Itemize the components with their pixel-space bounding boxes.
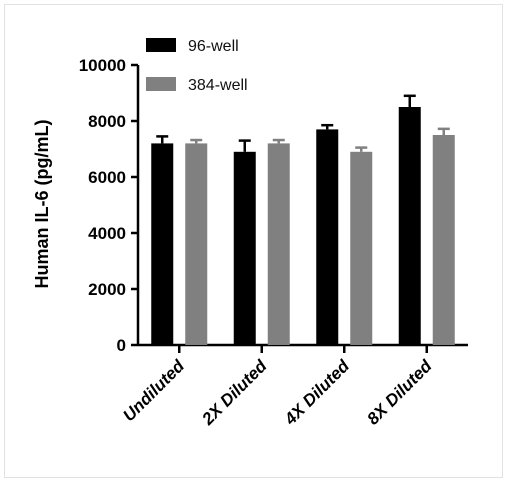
error-bars [156, 94, 450, 152]
x-tick-label: 2X Diluted [198, 356, 271, 429]
y-tick-label: 4000 [88, 224, 126, 243]
bar-series1 [316, 129, 339, 345]
y-tick-label: 8000 [88, 112, 126, 131]
bar-series1 [151, 143, 174, 345]
x-tick-label: 8X Diluted [363, 356, 436, 429]
bar-series2 [267, 143, 290, 345]
legend-label: 384-well [188, 77, 248, 94]
legend-swatch [146, 77, 176, 91]
y-tick-label: 0 [117, 336, 126, 355]
y-tick-label: 2000 [88, 280, 126, 299]
x-tick-labels: Undiluted 2X Diluted 4X Diluted 8X Diluted [119, 345, 436, 429]
bar-series1 [398, 107, 421, 345]
bar-series2 [350, 151, 373, 345]
y-axis-label: Human IL-6 (pg/mL) [32, 120, 52, 289]
x-tick-label: 4X Diluted [280, 356, 353, 429]
y-ticks: 0 2000 4000 6000 8000 10000 [79, 56, 138, 355]
legend-swatch [146, 38, 176, 52]
y-tick-label: 10000 [79, 56, 126, 75]
bars [151, 107, 455, 345]
bar-series2 [185, 143, 208, 345]
x-tick-label: Undiluted [119, 356, 188, 425]
legend: 96-well 384-well [146, 38, 248, 94]
bar-series2 [432, 135, 455, 345]
bar-series1 [233, 151, 256, 345]
legend-label: 96-well [188, 38, 239, 55]
y-tick-label: 6000 [88, 168, 126, 187]
